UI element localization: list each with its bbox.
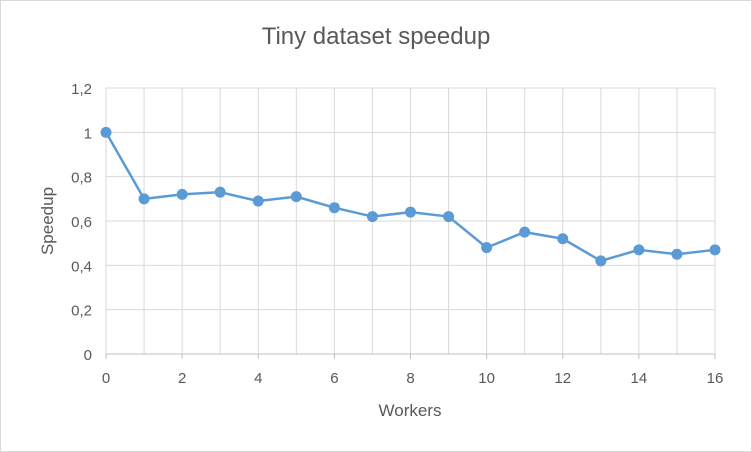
x-tick-label: 10 xyxy=(478,370,495,387)
y-tick-label: 1,2 xyxy=(71,81,92,98)
data-point xyxy=(481,242,493,254)
y-tick-label: 0 xyxy=(84,347,92,364)
data-point xyxy=(443,211,455,223)
data-point xyxy=(709,244,721,256)
x-tick-label: 14 xyxy=(631,370,648,387)
y-tick-label: 0,4 xyxy=(71,258,92,275)
data-point xyxy=(595,255,607,267)
x-tick-label: 8 xyxy=(406,370,414,387)
y-axis-label: Speedup xyxy=(38,187,57,255)
tick-labels: 0 0,2 0,4 0,6 0,8 1 1,2 0 2 4 6 8 10 12 14 16 xyxy=(71,81,723,387)
x-tick-label: 16 xyxy=(707,370,724,387)
data-point xyxy=(519,226,531,238)
x-tick-label: 2 xyxy=(178,370,186,387)
y-tick-label: 0,8 xyxy=(71,170,92,187)
y-tick-label: 0,2 xyxy=(71,303,92,320)
chart-title: Tiny dataset speedup xyxy=(261,23,491,50)
data-point xyxy=(328,202,340,214)
data-point xyxy=(176,188,188,200)
x-tick-label: 4 xyxy=(254,370,262,387)
x-axis-label: Workers xyxy=(379,401,442,420)
y-tick-label: 0,6 xyxy=(71,214,92,231)
data-point xyxy=(633,244,645,256)
series xyxy=(100,126,721,267)
data-point xyxy=(252,195,264,207)
data-point xyxy=(100,126,112,138)
x-tick-label: 6 xyxy=(330,370,338,387)
axes xyxy=(105,353,716,359)
data-point xyxy=(290,191,302,203)
y-tick-label: 1 xyxy=(84,125,92,142)
x-tick-label: 12 xyxy=(554,370,571,387)
data-point xyxy=(405,206,416,218)
data-point xyxy=(138,193,150,205)
x-tick-label: 0 xyxy=(102,370,110,387)
data-point xyxy=(366,211,378,223)
data-point xyxy=(671,248,683,260)
data-point xyxy=(214,186,226,198)
gridlines xyxy=(105,87,716,354)
data-point xyxy=(557,233,569,245)
